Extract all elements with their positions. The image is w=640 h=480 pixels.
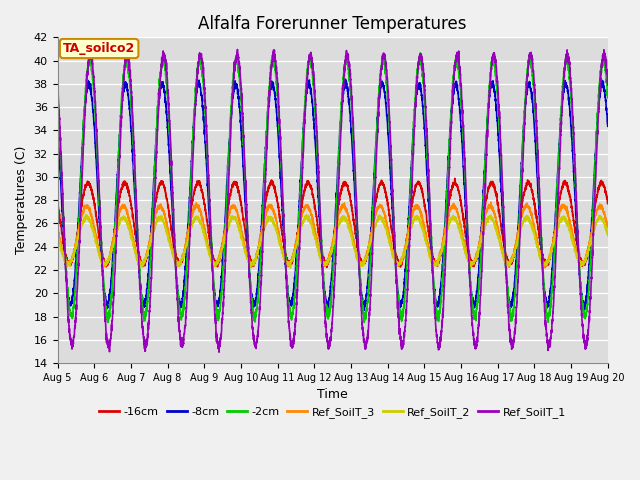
-2cm [312, 129, 320, 134]
Legend: -16cm, -8cm, -2cm, Ref_SoilT_3, Ref_SoilT_2, Ref_SoilT_1: -16cm, -8cm, -2cm, Ref_SoilT_3, Ref_Soil… [95, 403, 570, 422]
-16cm [426, 234, 433, 240]
-16cm [451, 176, 459, 181]
Ref_SoilT_1 [312, 114, 320, 120]
-8cm [54, 123, 61, 129]
Ref_SoilT_2 [312, 239, 320, 245]
Ref_SoilT_2 [456, 228, 464, 234]
Line: -16cm: -16cm [58, 179, 608, 267]
Ref_SoilT_1 [604, 72, 611, 78]
Ref_SoilT_1 [54, 84, 61, 90]
Ref_SoilT_1 [426, 198, 433, 204]
-8cm [312, 152, 320, 158]
Line: -2cm: -2cm [58, 53, 608, 323]
Ref_SoilT_2 [303, 212, 310, 217]
-8cm [342, 76, 349, 82]
-8cm [426, 219, 433, 225]
Title: Alfalfa Forerunner Temperatures: Alfalfa Forerunner Temperatures [198, 15, 467, 33]
Ref_SoilT_2 [488, 216, 495, 221]
-16cm [312, 211, 320, 217]
Line: -8cm: -8cm [58, 79, 608, 310]
-8cm [152, 134, 160, 140]
-16cm [604, 198, 611, 204]
Ref_SoilT_2 [152, 220, 160, 226]
-16cm [604, 200, 612, 206]
Ref_SoilT_3 [487, 199, 495, 205]
Ref_SoilT_3 [604, 223, 612, 229]
-8cm [488, 83, 495, 88]
-16cm [323, 264, 331, 270]
Ref_SoilT_1 [152, 155, 160, 161]
-2cm [153, 126, 161, 132]
Line: Ref_SoilT_2: Ref_SoilT_2 [58, 215, 608, 268]
Ref_SoilT_2 [604, 231, 611, 237]
-2cm [604, 91, 611, 97]
Text: TA_soilco2: TA_soilco2 [63, 42, 135, 55]
-16cm [488, 179, 495, 185]
-2cm [54, 97, 61, 103]
-8cm [360, 307, 368, 313]
Ref_SoilT_3 [456, 220, 464, 226]
Ref_SoilT_2 [426, 252, 433, 258]
Ref_SoilT_3 [426, 249, 433, 255]
Ref_SoilT_1 [456, 70, 464, 76]
-8cm [456, 111, 464, 117]
-2cm [104, 320, 112, 325]
Line: Ref_SoilT_1: Ref_SoilT_1 [58, 49, 608, 352]
Ref_SoilT_2 [287, 265, 294, 271]
Ref_SoilT_2 [54, 230, 61, 236]
-16cm [152, 194, 160, 200]
-2cm [488, 61, 495, 67]
-2cm [456, 82, 464, 87]
-2cm [417, 50, 424, 56]
Ref_SoilT_2 [604, 233, 612, 239]
-16cm [456, 193, 464, 199]
Ref_SoilT_1 [234, 47, 241, 52]
-2cm [604, 95, 612, 101]
X-axis label: Time: Time [317, 388, 348, 401]
Ref_SoilT_1 [604, 82, 612, 88]
-16cm [54, 198, 61, 204]
Ref_SoilT_3 [152, 208, 160, 214]
Ref_SoilT_1 [488, 66, 495, 72]
Ref_SoilT_3 [604, 224, 611, 230]
Ref_SoilT_1 [215, 349, 223, 355]
-8cm [604, 120, 611, 125]
Y-axis label: Temperatures (C): Temperatures (C) [15, 146, 28, 254]
Ref_SoilT_3 [487, 203, 495, 209]
Line: Ref_SoilT_3: Ref_SoilT_3 [58, 202, 608, 268]
-2cm [426, 202, 433, 207]
Ref_SoilT_3 [312, 232, 320, 238]
Ref_SoilT_3 [54, 228, 61, 233]
Ref_SoilT_3 [541, 265, 549, 271]
-8cm [604, 123, 612, 129]
